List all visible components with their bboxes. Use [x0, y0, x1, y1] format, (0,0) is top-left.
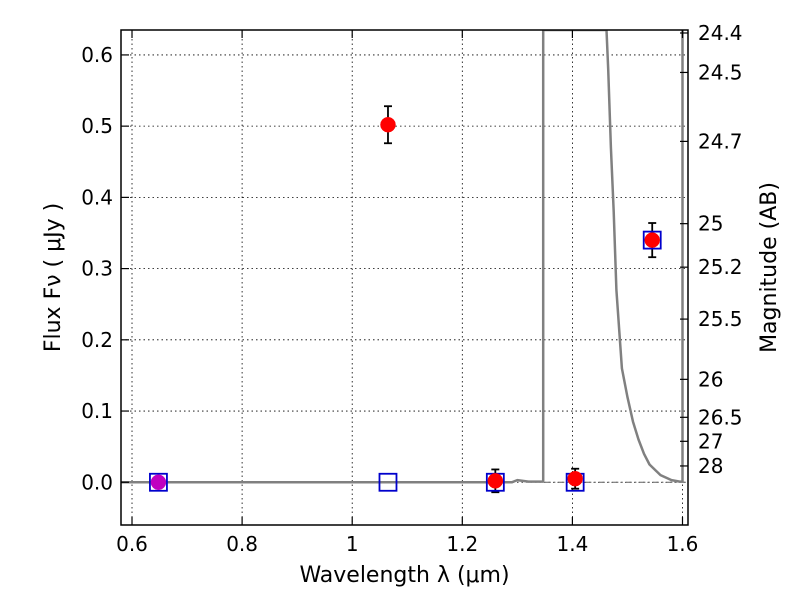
- x-tick-label: 1: [346, 532, 359, 556]
- y-tick-label: 0.5: [81, 114, 113, 138]
- right-tick-label: 25.5: [698, 307, 743, 331]
- plot-frame: [120, 29, 689, 526]
- right-tick-label: 28: [698, 454, 723, 478]
- y-tick-label: 0.0: [81, 470, 113, 494]
- data-point: [567, 470, 583, 487]
- y-axis-label: Flux Fν ( μJy ): [41, 203, 66, 352]
- right-tick-label: 24.4: [698, 21, 743, 45]
- x-tick-label: 0.8: [226, 532, 258, 556]
- data-point: [644, 232, 660, 248]
- y-tick-label: 0.1: [81, 399, 113, 423]
- data-point: [487, 473, 504, 489]
- y-tick-label: 0.4: [81, 185, 113, 209]
- y-tick-label: 0.2: [81, 328, 113, 352]
- grid: [121, 30, 688, 525]
- model-square-marker: [642, 230, 662, 250]
- x-tick-label: 0.6: [116, 532, 148, 556]
- transmission-curve: [121, 30, 684, 484]
- x-tick-label: 1.6: [667, 532, 699, 556]
- right-tick-label: 25.2: [698, 255, 743, 279]
- data-point: [380, 116, 396, 133]
- series-layer: [121, 30, 684, 494]
- right-axis-label: Magnitude (AB): [757, 182, 782, 353]
- x-axis-ticks: 0.6 0.8 1 1.2 1.4 1.6: [116, 30, 698, 556]
- y-axis-ticks: 0.0 0.1 0.2 0.3 0.4 0.5 0.6: [81, 43, 129, 494]
- right-tick-label: 26.5: [698, 405, 743, 429]
- data-point: [150, 474, 167, 491]
- x-tick-label: 1.2: [446, 532, 478, 556]
- y-tick-label: 0.6: [81, 43, 113, 67]
- model-square-marker: [149, 472, 168, 492]
- x-axis-label: Wavelength λ (μm): [299, 563, 509, 588]
- x-tick-label: 1.4: [556, 532, 588, 556]
- right-tick-label: 27: [698, 429, 723, 453]
- right-tick-label: 24.7: [698, 129, 743, 153]
- y-tick-label: 0.3: [81, 257, 113, 281]
- right-tick-label: 26: [698, 367, 723, 391]
- right-tick-label: 24.5: [698, 60, 743, 84]
- right-tick-label: 25: [698, 212, 723, 236]
- model-square-marker: [378, 472, 398, 492]
